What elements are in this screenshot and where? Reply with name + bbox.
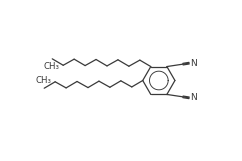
Text: N: N [190, 94, 197, 103]
Text: CH₃: CH₃ [35, 76, 51, 85]
Text: CH₃: CH₃ [44, 62, 60, 71]
Text: N: N [190, 58, 197, 67]
